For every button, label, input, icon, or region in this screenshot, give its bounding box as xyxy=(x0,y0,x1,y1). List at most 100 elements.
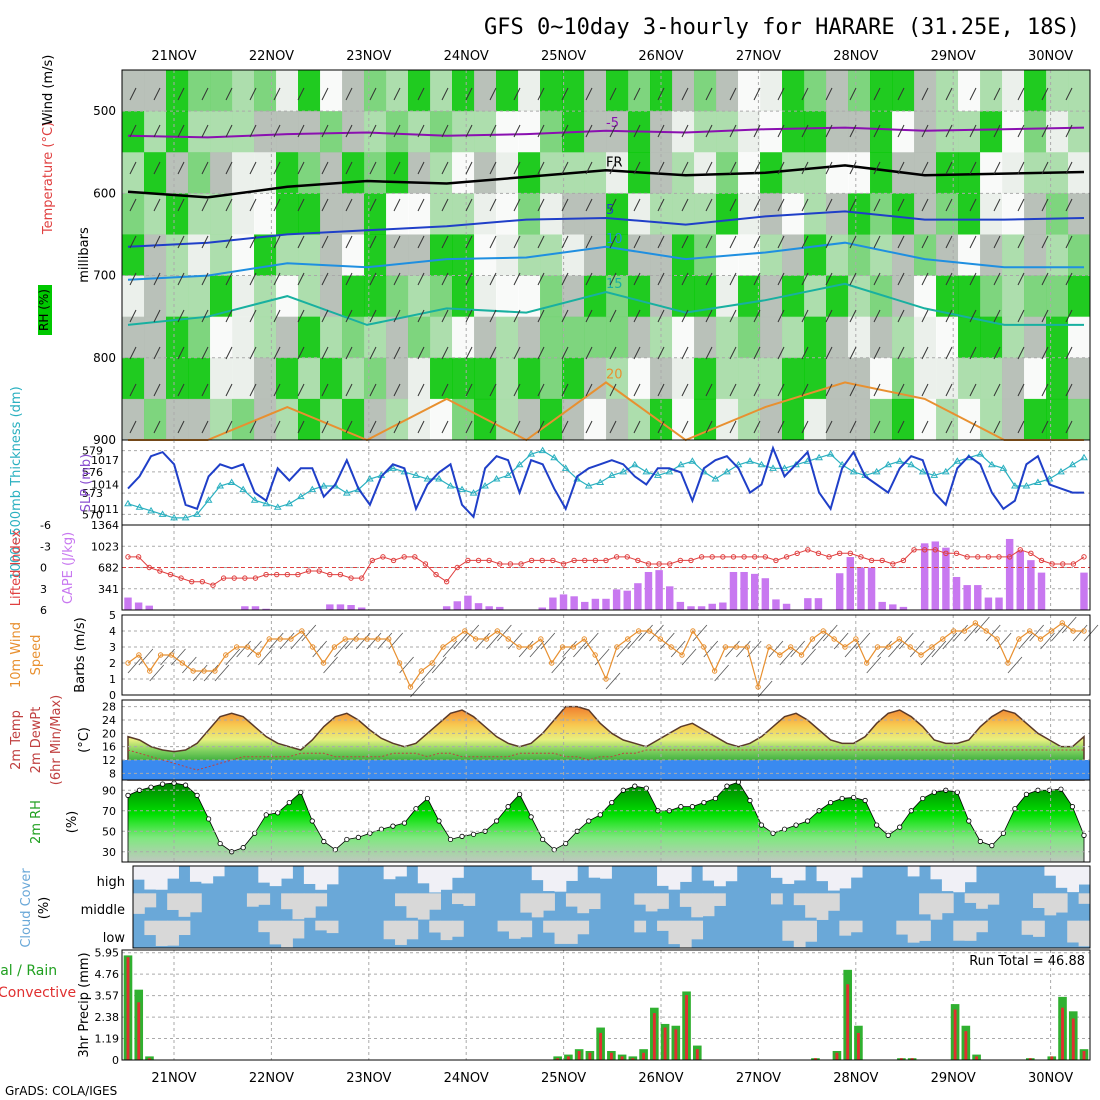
rh-cell xyxy=(144,152,167,194)
cape-bar xyxy=(984,597,993,610)
rh-point xyxy=(355,834,361,841)
rh-cell xyxy=(474,234,497,277)
wind-barb xyxy=(1017,198,1025,212)
rh-cell xyxy=(276,152,299,194)
li-point xyxy=(890,561,896,567)
li-point xyxy=(433,571,439,578)
wind-barb xyxy=(225,648,241,666)
rh-point xyxy=(1012,806,1018,812)
wind-barb xyxy=(297,346,305,360)
wind-barb xyxy=(681,87,689,101)
precip-convective-bar xyxy=(620,1056,624,1060)
thickness-point xyxy=(550,453,559,461)
cape-bar xyxy=(453,601,462,610)
y-tick-label: 12 xyxy=(102,754,116,767)
cloud-cell xyxy=(588,893,601,910)
rh-point xyxy=(954,789,960,795)
wind-barb xyxy=(441,161,449,175)
rh-cell xyxy=(606,193,629,235)
rh-point xyxy=(159,781,166,787)
wind-barb xyxy=(897,235,905,249)
rh-cell xyxy=(166,70,189,112)
wind-speed-point xyxy=(255,652,262,658)
rh-cell xyxy=(672,275,695,318)
li-point xyxy=(1049,561,1055,567)
li-point xyxy=(815,550,822,557)
rh-cell xyxy=(826,275,849,318)
wind-barb xyxy=(417,346,425,360)
wind-barb xyxy=(633,87,641,101)
wind-speed-point xyxy=(657,636,664,642)
precip-convective-bar xyxy=(953,1009,957,1060)
wind-barb xyxy=(969,87,977,101)
rh-cell xyxy=(1068,111,1091,153)
li-point xyxy=(805,547,811,553)
cloud-cell xyxy=(839,920,852,936)
rh-cell xyxy=(452,398,475,441)
wind-speed-point xyxy=(809,636,816,642)
precip-convective-bar xyxy=(588,1052,592,1060)
wind-barb xyxy=(417,161,425,175)
thickness-point xyxy=(193,510,201,517)
wind-barb xyxy=(225,235,233,249)
wind-barb xyxy=(825,346,833,360)
rh-cell xyxy=(584,70,607,112)
rh-cell xyxy=(1002,111,1025,153)
rh-cell xyxy=(1024,70,1047,112)
rh-cell xyxy=(122,152,145,194)
cloud-cell xyxy=(702,866,715,881)
cape-bar xyxy=(974,585,982,610)
rh-point xyxy=(148,784,154,790)
li-point xyxy=(613,554,620,560)
wind-barb xyxy=(873,161,881,175)
wind-barb xyxy=(657,272,665,286)
thickness-point xyxy=(665,467,674,475)
rh-cell xyxy=(980,316,1003,359)
cloud-cell xyxy=(657,893,669,909)
wind-barb xyxy=(801,648,816,666)
grads-credit: GrADS: COLA/IGES xyxy=(5,1084,117,1098)
wind-barb xyxy=(729,87,737,101)
wind-barb xyxy=(236,640,251,658)
wind-speed-point xyxy=(429,660,435,666)
wind-speed-point xyxy=(342,636,348,642)
thickness-point xyxy=(734,460,743,468)
y-tick-label: 28 xyxy=(102,701,116,714)
rh-cell xyxy=(364,357,387,400)
rh-cell xyxy=(716,357,739,400)
temp-axis-label: (6hr Min/Max) xyxy=(49,695,64,785)
precip-convective-bar xyxy=(577,1050,581,1060)
wind-barb xyxy=(705,235,713,249)
rh-cell xyxy=(452,193,475,235)
wind-barb xyxy=(729,309,737,323)
li-point xyxy=(157,568,163,574)
date-tick-label: 29NOV xyxy=(931,49,976,64)
wind-barb xyxy=(537,198,545,212)
wind-barb xyxy=(1041,124,1049,138)
wind-barb xyxy=(129,420,137,434)
rh-point xyxy=(828,799,834,806)
wind-barb xyxy=(1072,624,1088,642)
rh-cell xyxy=(518,398,541,441)
precip-convective-bar xyxy=(846,984,850,1060)
wind-barb xyxy=(768,640,784,658)
rh-cell xyxy=(254,398,277,441)
rh-cell xyxy=(672,234,695,277)
cape-bar xyxy=(761,578,770,610)
thickness-point xyxy=(815,453,823,461)
rh-point xyxy=(1000,830,1006,836)
rh-cell xyxy=(936,316,959,359)
cloud-cell xyxy=(793,920,806,948)
li-point xyxy=(497,561,503,567)
wind-barb xyxy=(345,420,353,434)
cloud-row-label: low xyxy=(103,931,126,946)
wind-barb xyxy=(273,124,281,138)
y-tick-label: 341 xyxy=(98,583,119,596)
cloud-cell xyxy=(189,866,202,882)
wind-speed-point xyxy=(711,668,718,674)
wind-barb xyxy=(388,632,404,650)
rh-cell xyxy=(870,275,893,318)
cloud-cell xyxy=(554,866,567,892)
rh-cell xyxy=(804,111,827,153)
cloud-cell xyxy=(258,920,271,933)
